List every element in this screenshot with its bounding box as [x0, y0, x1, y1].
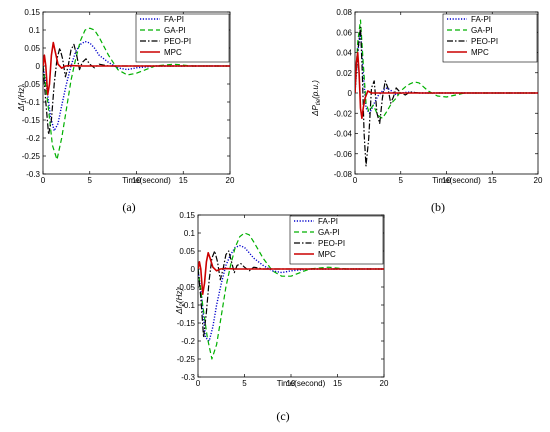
y-tick-label: 0.15 [24, 8, 40, 17]
y-tick-label: 0.04 [336, 49, 352, 58]
y-tick-label: 0.05 [179, 247, 195, 256]
legend-entry: PEO-PI [164, 37, 191, 46]
legend-box [289, 215, 384, 265]
series-line-ga-pi [198, 232, 384, 360]
series-line-ga-pi [355, 19, 538, 119]
legend-entry: MPC [471, 48, 489, 57]
x-axis-label: Time(second) [122, 176, 171, 185]
y-tick-label: 0 [191, 265, 196, 274]
x-tick-label: 10 [442, 176, 451, 185]
x-axis-label: Time(second) [277, 379, 326, 388]
y-tick-label: 0.05 [24, 44, 40, 53]
y-tick-label: 0.15 [179, 211, 195, 220]
y-axis-label: Δf2(Hz) [175, 288, 186, 315]
series-line-peo-pi [198, 250, 384, 338]
x-tick-label: 20 [380, 379, 389, 388]
y-tick-label: -0.05 [22, 80, 41, 89]
legend-entry: GA-PI [164, 26, 186, 35]
x-tick-label: 5 [88, 176, 93, 185]
legend-entry: MPC [164, 48, 182, 57]
series-group [198, 232, 384, 360]
series-line-ga-pi [43, 27, 230, 161]
y-tick-label: 0.1 [29, 26, 41, 35]
y-tick-label: -0.15 [177, 319, 196, 328]
y-tick-label: -0.04 [334, 130, 353, 139]
legend-box [442, 13, 538, 63]
series-group [355, 19, 538, 167]
x-tick-label: 10 [132, 176, 141, 185]
legend: FA-PI GA-PI PEO-PI MPC [135, 13, 230, 63]
legend-entry: PEO-PI [318, 239, 345, 248]
series-line-mpc [43, 41, 230, 96]
y-tick-label: 0 [348, 89, 353, 98]
chart-panel-3: 0 5 10 15 20 -0.3 -0.25 -0.2 -0.15 -0.1 -0.05 0 0.05… [175, 211, 389, 423]
legend-entry: FA-PI [318, 217, 338, 226]
y-tick-label: -0.06 [334, 150, 353, 159]
x-tick-label: 5 [242, 379, 247, 388]
y-tick-label: 0.1 [184, 229, 196, 238]
x-tick-label: 15 [333, 379, 342, 388]
x-tick-label: 0 [41, 176, 46, 185]
y-tick-label: -0.25 [22, 152, 41, 161]
x-tick-label: 20 [226, 176, 235, 185]
x-tick-label: 15 [179, 176, 188, 185]
y-tick-label: -0.1 [26, 98, 40, 107]
y-axis-label: ΔPtie(p.u.) [311, 80, 322, 117]
legend-entry: PEO-PI [471, 37, 498, 46]
x-tick-label: 0 [196, 379, 201, 388]
series-group [43, 27, 230, 161]
legend: FA-PI GA-PI PEO-PI MPC [289, 215, 384, 265]
y-tick-label: 0 [36, 62, 41, 71]
panel-label: (b) [431, 200, 445, 214]
y-tick-label: -0.02 [334, 109, 353, 118]
series-line-mpc [198, 252, 384, 296]
x-axis-label: Time(second) [432, 176, 481, 185]
x-tick-label: 20 [534, 176, 543, 185]
panel-label: (c) [276, 409, 289, 423]
y-tick-label: -0.25 [177, 355, 196, 364]
x-tick-label: 15 [488, 176, 497, 185]
y-tick-label: -0.3 [181, 373, 195, 382]
panel-label: (a) [122, 200, 135, 214]
legend-entry: GA-PI [318, 228, 340, 237]
y-tick-label: -0.15 [22, 116, 41, 125]
legend-box [135, 13, 230, 63]
y-tick-label: -0.2 [26, 134, 40, 143]
y-tick-label: 0.08 [336, 8, 352, 17]
y-tick-label: -0.05 [177, 283, 196, 292]
series-line-peo-pi [355, 26, 538, 167]
legend-entry: FA-PI [164, 15, 184, 24]
series-line-fa-pi [198, 244, 384, 342]
y-tick-label: -0.2 [181, 337, 195, 346]
y-tick-label: 0.02 [336, 69, 352, 78]
chart-panel-2: 0 5 10 15 20 -0.08 -0.06 -0.04 -0.02 0 0.02 0.04 0.0… [311, 8, 543, 214]
series-line-mpc [355, 51, 538, 120]
x-tick-label: 5 [399, 176, 404, 185]
x-tick-label: 10 [287, 379, 296, 388]
legend-entry: GA-PI [471, 26, 493, 35]
x-tick-label: 0 [353, 176, 358, 185]
y-tick-label: -0.1 [181, 301, 195, 310]
y-axis-label: Δf1(Hz) [17, 85, 28, 112]
legend-entry: MPC [318, 250, 336, 259]
legend: FA-PI GA-PI PEO-PI MPC [442, 13, 538, 63]
legend-entry: FA-PI [471, 15, 491, 24]
y-tick-label: -0.3 [26, 170, 40, 179]
series-line-peo-pi [43, 43, 230, 135]
y-tick-label: -0.08 [334, 170, 353, 179]
chart-panel-1: 0 5 10 15 20 -0.3 -0.25 -0.2 -0.15 -0.1 -0.05 0 0.05… [17, 8, 235, 214]
y-tick-label: 0.06 [336, 28, 352, 37]
